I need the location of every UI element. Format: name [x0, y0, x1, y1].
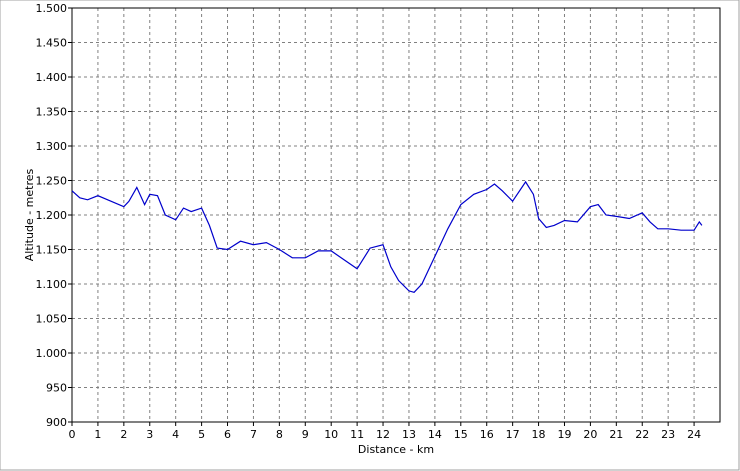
x-tick-label: 2 — [120, 428, 127, 441]
y-tick-label: 1.400 — [36, 71, 68, 84]
y-tick-label: 1.000 — [36, 347, 68, 360]
x-tick-label: 7 — [250, 428, 257, 441]
x-tick-label: 3 — [146, 428, 153, 441]
x-tick-label: 12 — [376, 428, 390, 441]
x-tick-label: 6 — [224, 428, 231, 441]
y-tick-label: 1.450 — [36, 37, 68, 50]
x-tick-label: 4 — [172, 428, 179, 441]
x-tick-label: 24 — [687, 428, 701, 441]
x-tick-label: 19 — [557, 428, 571, 441]
x-tick-label: 20 — [583, 428, 597, 441]
y-tick-label: 1.050 — [36, 313, 68, 326]
x-tick-label: 11 — [350, 428, 364, 441]
x-tick-label: 1 — [94, 428, 101, 441]
x-tick-label: 22 — [635, 428, 649, 441]
x-tick-label: 5 — [198, 428, 205, 441]
y-tick-label: 1.100 — [36, 278, 68, 291]
x-axis-label: Distance - km — [358, 443, 434, 456]
y-tick-label: 1.500 — [36, 2, 68, 15]
x-tick-label: 14 — [428, 428, 442, 441]
y-tick-label: 1.350 — [36, 106, 68, 119]
y-tick-label: 1.150 — [36, 244, 68, 257]
x-tick-label: 23 — [661, 428, 675, 441]
y-axis-label: Altitude - metres — [23, 168, 36, 261]
altitude-line — [71, 180, 703, 293]
x-tick-label: 18 — [532, 428, 546, 441]
x-tick-label: 10 — [324, 428, 338, 441]
x-tick-label: 16 — [480, 428, 494, 441]
x-tick-label: 13 — [402, 428, 416, 441]
y-tick-label: 900 — [46, 416, 67, 429]
x-tick-label: 8 — [276, 428, 283, 441]
y-tick-label: 1.250 — [36, 175, 68, 188]
x-tick-label: 9 — [302, 428, 309, 441]
y-tick-label: 1.300 — [36, 140, 68, 153]
x-tick-label: 21 — [609, 428, 623, 441]
y-tick-label: 950 — [46, 382, 67, 395]
plot-border — [71, 7, 721, 423]
y-tick-label: 1.200 — [36, 209, 68, 222]
x-tick-label: 0 — [69, 428, 76, 441]
x-tick-label: 15 — [454, 428, 468, 441]
x-tick-label: 17 — [506, 428, 520, 441]
